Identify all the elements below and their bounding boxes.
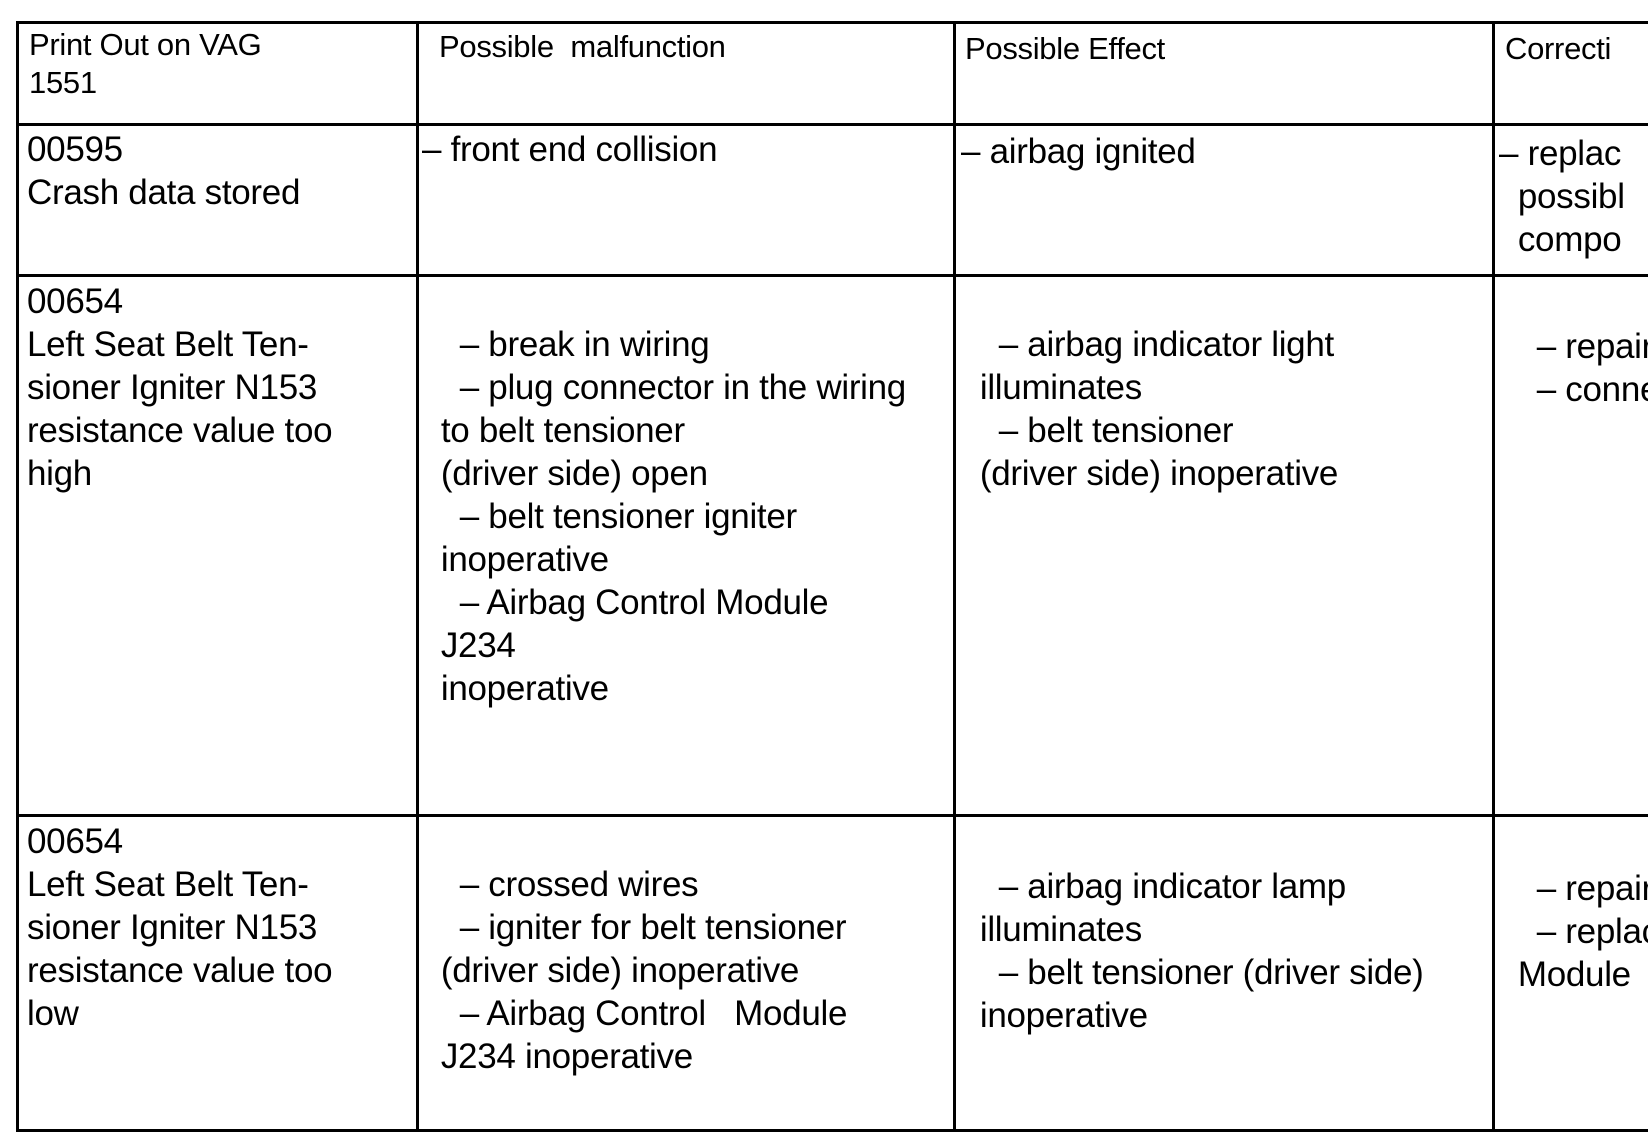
corrective-item: – replac possibl compo — [1499, 134, 1625, 259]
malfunction-item: – belt tensioner igniter inoperative — [440, 497, 797, 579]
effect-item: – belt tensioner (driver side) inoperati… — [979, 953, 1424, 1035]
header-printout: Print Out on VAG 1551 — [29, 27, 262, 100]
corrective-item: – repair — [1536, 869, 1648, 908]
row-divider — [19, 814, 1648, 817]
corrective-cell: – repair – conne — [1499, 282, 1648, 454]
malfunction-item: – plug connector in the wiring to belt t… — [440, 368, 906, 493]
row-divider — [19, 123, 1648, 126]
malfunction-item: – crossed wires — [459, 865, 699, 904]
header-malfunction: Possible malfunction — [439, 29, 726, 64]
malfunction-cell: – crossed wires – igniter for belt tensi… — [422, 820, 848, 1121]
fault-code-00595: 00595 Crash data stored — [27, 130, 301, 212]
malfunction-item: – Airbag Control Module J234 inoperative — [440, 583, 829, 708]
effect-cell: – airbag indicator light illuminates – b… — [961, 280, 1339, 538]
fault-code-00654-low: 00654 Left Seat Belt Ten- sioner Igniter… — [27, 822, 333, 1033]
malfunction-item: – igniter for belt tensioner (driver sid… — [440, 908, 847, 990]
header-effect: Possible Effect — [965, 31, 1165, 66]
effect-item: – airbag ignited — [961, 132, 1196, 171]
corrective-cell: – replac possibl compo — [1499, 132, 1625, 261]
effect-cell: – airbag indicator lamp illuminates – be… — [961, 822, 1424, 1080]
row-divider — [19, 274, 1648, 277]
column-divider — [953, 24, 956, 1129]
column-divider — [416, 24, 419, 1129]
fault-code-table: Print Out on VAG 1551 Possible malfuncti… — [16, 21, 1648, 1132]
malfunction-item: – Airbag Control Module J234 inoperative — [440, 994, 848, 1076]
malfunction-cell: – front end collision — [422, 128, 718, 171]
corrective-cell: – repair – replace Module — [1499, 824, 1648, 1039]
effect-item: – airbag indicator lamp illuminates — [979, 867, 1346, 949]
malfunction-item: – break in wiring — [459, 325, 710, 364]
corrective-item: – repair — [1536, 327, 1648, 366]
malfunction-item: – front end collision — [422, 130, 718, 169]
header-corrective: Correcti — [1505, 31, 1612, 66]
corrective-item: – conne — [1536, 370, 1648, 409]
effect-cell: – airbag ignited — [961, 130, 1196, 173]
effect-item: – belt tensioner (driver side) inoperati… — [979, 411, 1339, 493]
effect-item: – airbag indicator light illuminates — [979, 325, 1334, 407]
column-divider — [1492, 24, 1495, 1129]
corrective-item: – replace Module — [1517, 912, 1648, 994]
fault-code-00654-high: 00654 Left Seat Belt Ten- sioner Igniter… — [27, 282, 333, 493]
malfunction-cell: – break in wiring – plug connector in th… — [422, 280, 906, 753]
